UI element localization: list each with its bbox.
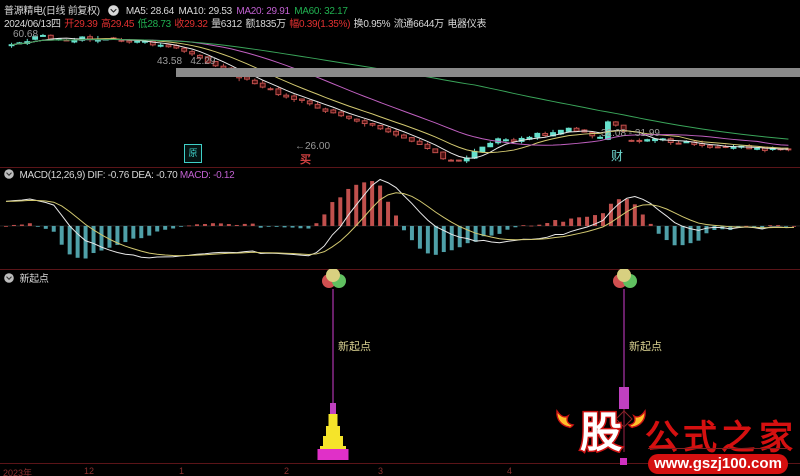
svg-text:股: 股 xyxy=(580,409,622,456)
svg-text:新起点: 新起点 xyxy=(338,339,371,353)
svg-text:新起点: 新起点 xyxy=(629,339,662,353)
